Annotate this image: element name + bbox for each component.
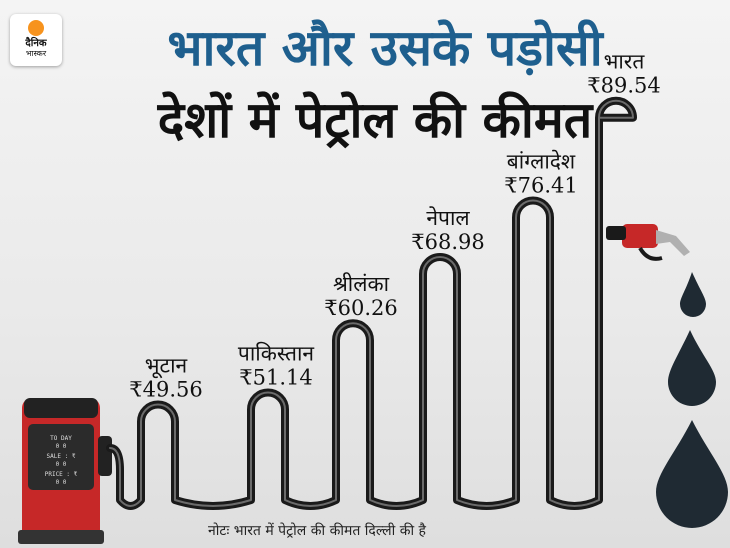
title-line1: भारत और उसके पड़ोसी	[167, 19, 603, 77]
category-label-1: पाकिस्तान	[238, 342, 315, 366]
drop-medium	[668, 330, 716, 406]
drop-small	[680, 272, 706, 317]
pump-top	[24, 398, 98, 418]
nozzle-handle	[622, 224, 658, 248]
pump-nozzle-holder	[98, 436, 112, 476]
pump-row3: PRICE : ₹	[45, 471, 78, 478]
category-label-2: श्रीलंका	[333, 272, 390, 296]
category-label-0: भूटान	[145, 354, 188, 379]
drops-icon	[656, 272, 728, 528]
value-label-2: ₹60.26	[324, 296, 397, 320]
category-label-3: नेपाल	[426, 206, 470, 230]
value-label-0: ₹49.56	[129, 378, 202, 402]
title-line2: देशों में पेट्रोल की कीमत	[157, 91, 593, 149]
value-label-5: ₹89.54	[587, 74, 660, 98]
pump-base	[18, 530, 104, 544]
pump-row1: TO DAY	[50, 435, 72, 442]
category-label-4: बांग्लादेश	[507, 149, 576, 173]
category-label-5: भारत	[604, 50, 646, 74]
nozzle-joint	[606, 226, 626, 240]
fuel-pump-icon: TO DAY 0 0 SALE : ₹ 0 0 PRICE : ₹ 0 0	[18, 398, 112, 544]
value-label-4: ₹76.41	[504, 173, 577, 197]
brand-line2: भास्कर	[25, 49, 47, 58]
sun-icon	[28, 20, 44, 36]
value-label-3: ₹68.98	[411, 230, 484, 254]
nozzle-spout	[656, 230, 690, 256]
pump-digits3: 0 0	[56, 479, 67, 486]
brand-line1: दैनिक	[25, 38, 47, 49]
pump-display	[28, 424, 94, 490]
value-label-1: ₹51.14	[239, 366, 312, 390]
drop-large	[656, 420, 728, 528]
pump-row2: SALE : ₹	[47, 453, 76, 460]
footnote: नोटः भारत में पेट्रोल की कीमत दिल्ली की …	[208, 523, 426, 539]
pump-digits1: 0 0	[56, 443, 67, 450]
hose-highlight	[109, 99, 634, 507]
nozzle-trigger	[638, 246, 663, 261]
nozzle-icon	[606, 224, 690, 261]
pump-digits2: 0 0	[56, 461, 67, 468]
brand-logo: दैनिक भास्कर	[10, 14, 62, 66]
